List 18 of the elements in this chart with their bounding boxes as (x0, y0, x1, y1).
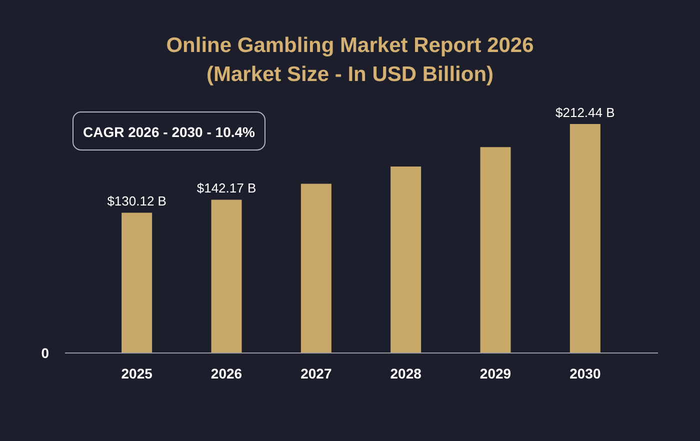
x-tick-label: 2028 (390, 365, 422, 382)
x-tick-label: 2030 (570, 365, 601, 382)
bar (480, 147, 511, 353)
text: 0 (41, 344, 50, 361)
bar (570, 124, 600, 353)
bar (390, 166, 422, 353)
data-label: $142.17 B (196, 180, 256, 196)
annotation: CAGR 2026 - 2030 - 10.4% (83, 124, 256, 140)
chart-title: Online Gambling Market Report 2026 (Market Size - In USD Billion) (166, 34, 534, 86)
bar (122, 212, 152, 353)
bar (211, 200, 242, 353)
data-label: $130.12 B (107, 194, 166, 209)
x-tick-label: 2029 (480, 365, 512, 382)
data-label: $212.44 B (556, 105, 615, 120)
x-tick-label: 2027 (300, 365, 332, 382)
x-tick-label: 2025 (121, 365, 153, 382)
bar (300, 184, 332, 353)
x-tick-label: 2026 (210, 365, 242, 382)
